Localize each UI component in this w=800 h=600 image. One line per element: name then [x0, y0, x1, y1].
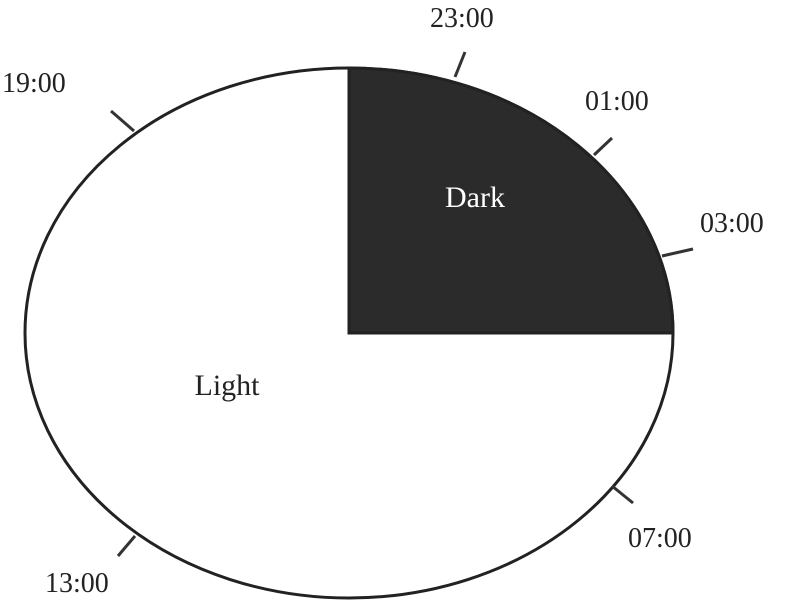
tick-label-01: 01:00 — [585, 86, 649, 117]
tick-label-13: 13:00 — [45, 568, 109, 599]
tick-01 — [592, 136, 614, 157]
tick-label-07: 07:00 — [628, 523, 692, 554]
tick-13 — [116, 535, 137, 557]
tick-19 — [110, 109, 135, 133]
dark-slice — [347, 66, 675, 335]
tick-07 — [611, 484, 634, 505]
tick-label-23: 23:00 — [430, 3, 494, 34]
dark-label: Dark — [445, 181, 505, 214]
tick-23 — [453, 51, 467, 78]
light-label: Light — [195, 369, 261, 402]
tick-03 — [661, 247, 694, 258]
tick-label-19: 19:00 — [2, 68, 66, 99]
tick-label-03: 03:00 — [700, 208, 764, 239]
